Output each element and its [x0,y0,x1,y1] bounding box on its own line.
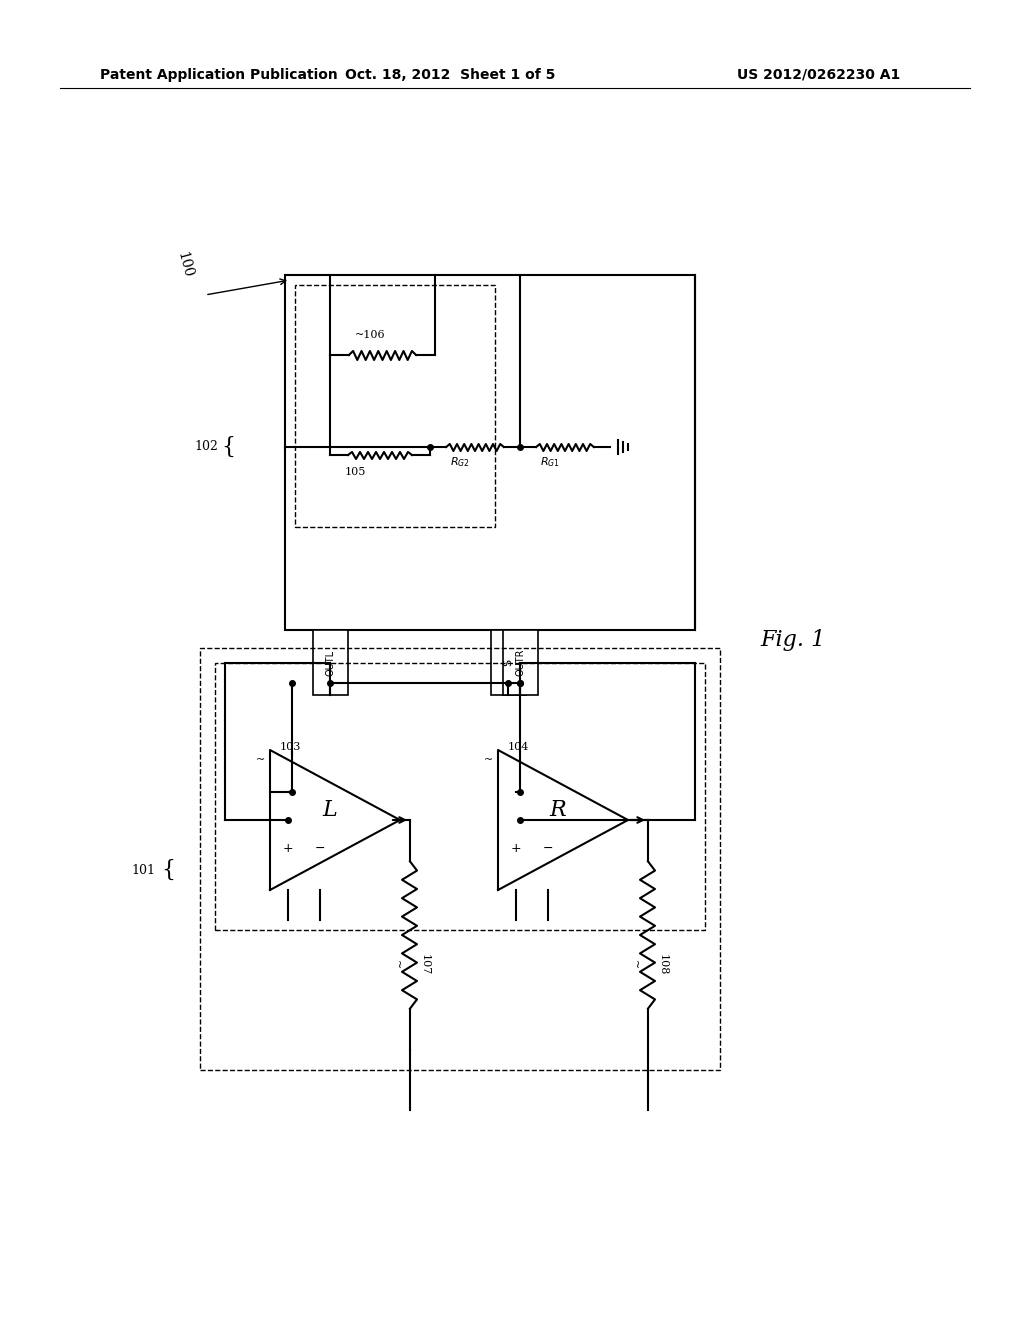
Text: US 2012/0262230 A1: US 2012/0262230 A1 [736,69,900,82]
Text: 102: 102 [195,441,218,454]
Text: {: { [221,436,236,458]
Bar [503,630,538,696]
Text: −: − [314,842,326,854]
Text: S: S [503,659,513,667]
Text: R: R [550,799,566,821]
Text: ~106: ~106 [355,330,386,341]
Text: Oct. 18, 2012  Sheet 1 of 5: Oct. 18, 2012 Sheet 1 of 5 [345,69,555,82]
Bar [200,648,720,1071]
Text: 103: 103 [280,742,301,752]
Text: ~: ~ [256,755,265,766]
Text: 101: 101 [131,863,155,876]
Bar [215,663,705,931]
Bar [312,630,347,696]
Text: {: { [161,859,175,880]
Text: 107: 107 [420,954,430,975]
Text: $R_{G1}$: $R_{G1}$ [540,455,560,469]
Bar [285,275,695,630]
Text: −: − [543,842,553,854]
Text: ~: ~ [630,961,640,970]
Text: 105: 105 [345,467,367,477]
Text: 100: 100 [175,251,196,280]
Text: ~: ~ [483,755,493,766]
Text: Fig. 1: Fig. 1 [760,630,825,651]
Text: Patent Application Publication: Patent Application Publication [100,69,338,82]
Text: 108: 108 [658,954,668,975]
Bar [295,285,495,527]
Text: 104: 104 [508,742,529,752]
Text: L: L [323,799,337,821]
Text: ~: ~ [392,961,402,970]
Text: OUTR: OUTR [515,648,525,676]
Text: +: + [511,842,521,854]
Text: +: + [283,842,293,854]
Text: $R_{G2}$: $R_{G2}$ [450,455,470,469]
Text: OUTL: OUTL [325,649,335,676]
Bar [490,630,525,696]
